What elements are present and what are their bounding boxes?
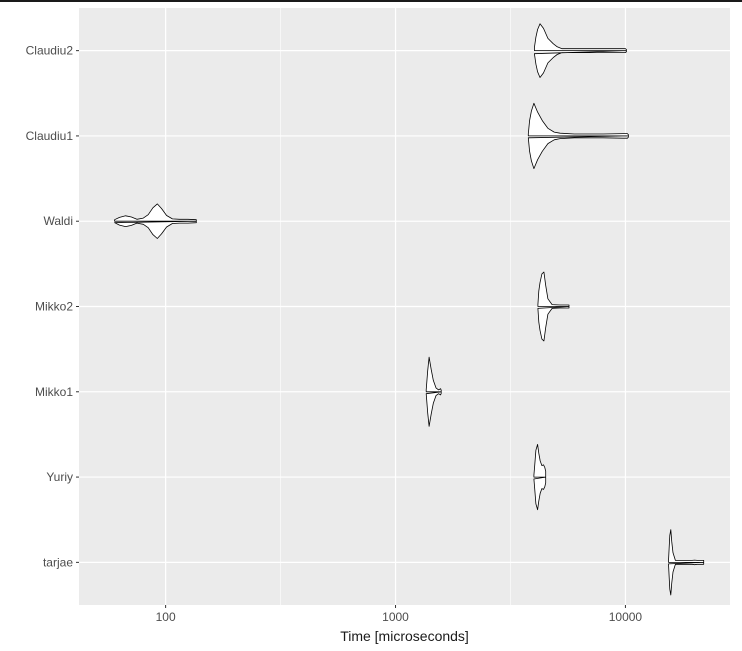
y-tick-label: Yuriy [46, 470, 73, 484]
y-axis: Claudiu2 Claudiu1 Waldi Mikko2 Mikko1 Yuriy ta… [26, 44, 79, 569]
x-tick-label: 100 [156, 610, 176, 624]
y-tick-label: Waldi [43, 214, 73, 228]
violin-waldi [114, 203, 197, 239]
y-tick-label: Mikko2 [35, 300, 73, 314]
y-tick-label: Claudiu1 [26, 129, 74, 143]
violin-mikko1 [425, 356, 442, 427]
x-tick-label: 1000 [382, 610, 409, 624]
violin-claudiu1 [527, 102, 629, 169]
violin-claudiu2 [534, 23, 627, 78]
x-tick-label: 10000 [609, 610, 643, 624]
y-tick-label: Claudiu2 [26, 44, 74, 58]
y-tick-label: tarjae [43, 555, 73, 569]
x-axis-title: Time [microseconds] [340, 628, 469, 644]
violin-mikko2 [537, 271, 570, 342]
violins [114, 23, 705, 596]
y-tick-label: Mikko1 [35, 385, 73, 399]
violin-tarjae [668, 529, 705, 596]
window-top-border [0, 0, 742, 2]
x-axis: 100 1000 10000 [156, 605, 643, 624]
violin-yuriy [533, 444, 547, 511]
